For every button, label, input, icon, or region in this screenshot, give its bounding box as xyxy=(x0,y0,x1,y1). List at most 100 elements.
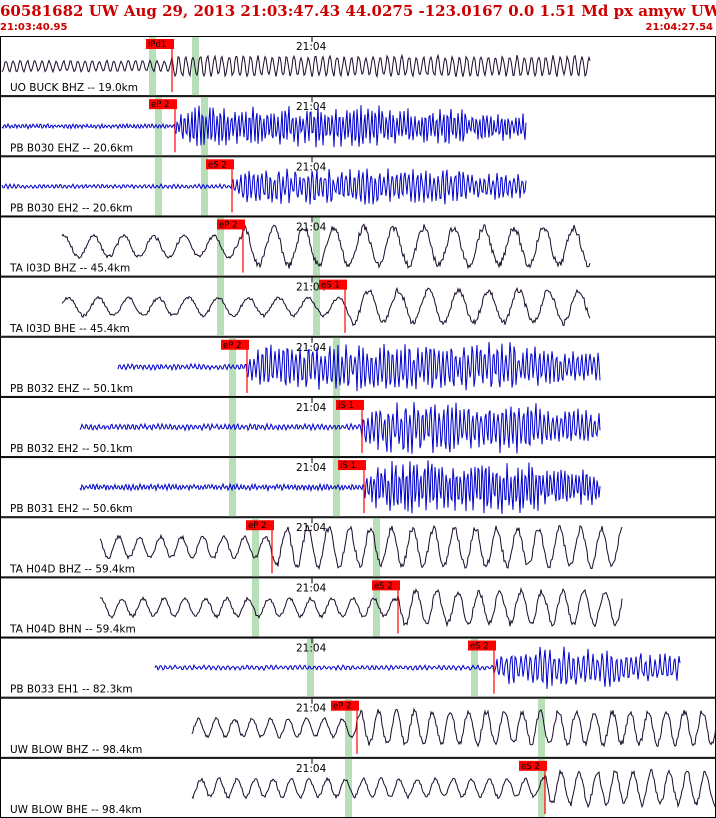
phase-pick-label: iPd1 xyxy=(148,40,166,50)
station-label: PB B031 EH2 -- 50.6km xyxy=(10,503,133,515)
phase-window-band xyxy=(345,698,352,757)
waveform-trace xyxy=(61,223,591,270)
waveform-trace xyxy=(191,768,716,809)
end-time-label: 21:04:27.54 xyxy=(645,22,713,33)
trace-panel: 21:04 eP 2 TA H04D BHZ -- 59.4km xyxy=(0,517,716,578)
waveform-trace xyxy=(79,402,601,454)
phase-pick-box[interactable] xyxy=(331,700,359,711)
phase-window-band xyxy=(313,217,320,276)
phase-window-band xyxy=(333,397,340,457)
phase-window-band xyxy=(217,277,224,336)
time-tick-label: 21:04 xyxy=(296,342,327,354)
phase-window-band xyxy=(155,157,162,216)
phase-pick-box[interactable] xyxy=(206,159,234,170)
time-tick-label: 21:04 xyxy=(296,282,327,294)
phase-pick-label: eP 2 xyxy=(219,220,237,230)
waveform-trace xyxy=(191,707,716,748)
station-label: PB B032 EH2 -- 50.1km xyxy=(10,443,133,455)
phase-window-band xyxy=(373,578,380,637)
waveform-trace xyxy=(1,53,591,79)
waveform-trace xyxy=(1,168,527,205)
time-tick-label: 21:04 xyxy=(296,582,327,594)
waveform-trace xyxy=(99,524,623,571)
phase-window-band xyxy=(149,37,156,96)
station-label: PB B033 EH1 -- 82.3km xyxy=(10,684,133,696)
trace-panel: 21:04 eP 2 PB B030 EHZ -- 20.6km xyxy=(0,96,716,157)
seismogram-canvas: 21:04 iPd1 UO BUCK BHZ -- 19.0km 21:04 eP 2 P… xyxy=(0,36,716,818)
phase-pick-box[interactable] xyxy=(217,219,245,230)
phase-pick-box[interactable] xyxy=(146,39,174,49)
phase-window-band xyxy=(538,698,545,757)
phase-pick-box[interactable] xyxy=(221,339,249,350)
trace-panel: 21:04 iS 1 PB B032 EH2 -- 50.1km xyxy=(0,396,716,458)
trace-panel: 21:04 eP 2 PB B032 EHZ -- 50.1km xyxy=(0,336,716,397)
time-tick-label: 21:04 xyxy=(296,221,327,233)
station-label: PB B030 EH2 -- 20.6km xyxy=(10,202,133,214)
trace-panel: 21:04 eS 2 PB B033 EH1 -- 82.3km xyxy=(0,637,716,698)
phase-pick-label: eP 2 xyxy=(223,341,241,351)
phase-pick-box[interactable] xyxy=(372,580,400,591)
phase-window-band xyxy=(201,97,208,156)
trace-panel: 21:04 eP 2 TA I03D BHZ -- 45.4km xyxy=(0,216,716,277)
station-label: PB B030 EHZ -- 20.6km xyxy=(10,142,133,154)
start-time-label: 21:03:40.95 xyxy=(0,22,68,33)
waveform-trace xyxy=(79,460,601,514)
phase-pick-label: iS 1 xyxy=(338,401,354,411)
time-tick-label: 21:04 xyxy=(296,462,327,474)
phase-window-band xyxy=(345,758,352,817)
phase-window-band xyxy=(333,337,340,396)
time-tick-label: 21:04 xyxy=(296,643,327,655)
phase-pick-label: eS 2 xyxy=(208,160,227,170)
phase-pick-label: eS 2 xyxy=(374,581,393,591)
station-label: TA H04D BHN -- 59.4km xyxy=(9,624,136,636)
phase-pick-box[interactable] xyxy=(468,640,496,651)
station-label: PB B032 EHZ -- 50.1km xyxy=(10,383,133,395)
trace-panel: 21:04 iS 1 PB B031 EH2 -- 50.6km xyxy=(0,457,716,518)
trace-panel: 21:04 eS 2 TA H04D BHN -- 59.4km xyxy=(0,577,716,638)
phase-window-band xyxy=(229,337,236,396)
waveform-trace xyxy=(117,341,601,392)
trace-panel: 21:04 eP 2 UW BLOW BHZ -- 98.4km xyxy=(0,697,716,758)
phase-pick-label: eS 2 xyxy=(521,762,540,772)
station-label: TA I03D BHZ -- 45.4km xyxy=(9,263,130,275)
phase-pick-box[interactable] xyxy=(336,399,364,410)
phase-window-band xyxy=(373,518,380,577)
phase-window-band xyxy=(313,277,320,336)
trace-panel: 21:04 eS 2 PB B030 EH2 -- 20.6km xyxy=(0,156,716,217)
waveform-trace xyxy=(1,105,527,148)
phase-window-band xyxy=(252,518,259,577)
station-label: UW BLOW BHE -- 98.4km xyxy=(10,804,142,816)
trace-panel: 21:04 eS 2 UW BLOW BHE -- 98.4km xyxy=(0,757,716,818)
time-tick-label: 21:04 xyxy=(296,101,327,113)
phase-window-band xyxy=(252,578,259,637)
phase-pick-box[interactable] xyxy=(338,460,366,471)
phase-pick-box[interactable] xyxy=(149,99,177,110)
seismogram-panels: 21:04 iPd1 UO BUCK BHZ -- 19.0km 21:04 eP 2 P… xyxy=(0,36,716,818)
phase-pick-label: eS 1 xyxy=(321,281,340,291)
station-label: UO BUCK BHZ -- 19.0km xyxy=(10,82,138,94)
phase-pick-label: eP 2 xyxy=(333,702,351,712)
event-header-title: 60581682 UW Aug 29, 2013 21:03:47.43 44.… xyxy=(0,2,716,20)
station-label: UW BLOW BHZ -- 98.4km xyxy=(10,744,142,756)
time-tick-label: 21:04 xyxy=(296,703,327,715)
station-label: TA H04D BHZ -- 59.4km xyxy=(9,563,135,575)
time-tick-label: 21:04 xyxy=(296,41,327,53)
station-label: TA I03D BHE -- 45.4km xyxy=(9,323,130,335)
trace-panel: 21:04 iPd1 UO BUCK BHZ -- 19.0km xyxy=(0,36,716,97)
phase-pick-label: iS 1 xyxy=(340,461,356,471)
time-tick-label: 21:04 xyxy=(296,763,327,775)
phase-pick-box[interactable] xyxy=(319,279,347,290)
phase-pick-label: eS 2 xyxy=(470,642,489,652)
phase-pick-box[interactable] xyxy=(246,520,274,531)
phase-window-band xyxy=(192,37,199,96)
phase-pick-label: eP 2 xyxy=(151,100,169,110)
waveform-trace xyxy=(61,286,591,327)
time-tick-label: 21:04 xyxy=(296,402,327,414)
phase-pick-label: eP 2 xyxy=(248,521,266,531)
waveform-trace xyxy=(99,586,623,628)
time-tick-label: 21:04 xyxy=(296,522,327,534)
phase-pick-box[interactable] xyxy=(519,760,547,771)
phase-window-band xyxy=(538,758,545,817)
waveform-trace xyxy=(154,646,681,689)
